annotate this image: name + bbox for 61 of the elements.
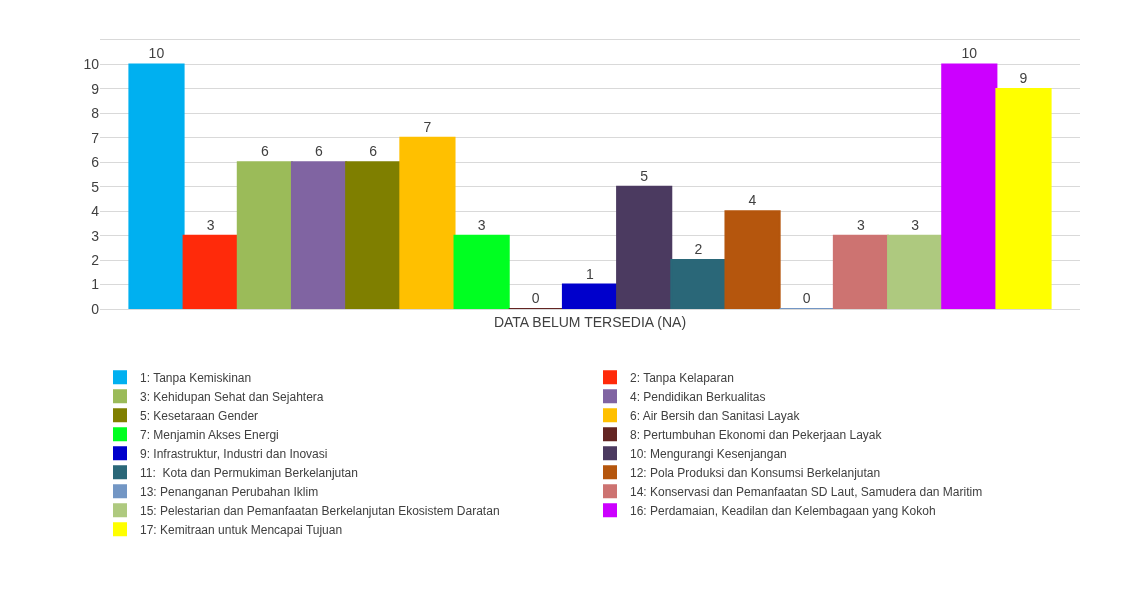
legend-label: 3: Kehidupan Sehat dan Sejahtera bbox=[140, 389, 324, 404]
bar bbox=[832, 234, 890, 309]
data-label: 3 bbox=[206, 216, 215, 233]
bar bbox=[128, 63, 185, 309]
bar bbox=[182, 234, 239, 309]
data-label: 4 bbox=[748, 192, 757, 209]
bar bbox=[616, 185, 673, 309]
data-label: 0 bbox=[802, 290, 811, 306]
legend-label: 2: Tanpa Kelaparan bbox=[630, 370, 734, 385]
data-label: 2 bbox=[694, 241, 703, 258]
data-label: 3 bbox=[856, 216, 865, 233]
data-label: 6 bbox=[260, 143, 269, 160]
legend-label: 8: Pertumbuhan Ekonomi dan Pekerjaan Layak bbox=[630, 427, 883, 442]
data-label: 6 bbox=[315, 143, 324, 160]
y-tick-label: 7 bbox=[91, 129, 100, 146]
data-label: 3 bbox=[477, 216, 486, 233]
y-tick-label: 10 bbox=[83, 56, 100, 73]
data-label: 5 bbox=[640, 167, 649, 184]
legend-label: 9: Infrastruktur, Industri dan Inovasi bbox=[140, 446, 328, 461]
data-label: 10 bbox=[148, 45, 165, 62]
legend-label: 10: Mengurangi Kesenjangan bbox=[630, 446, 787, 461]
bar bbox=[941, 63, 998, 309]
y-tick-label: 6 bbox=[91, 154, 100, 171]
data-label: 9 bbox=[1019, 69, 1028, 86]
y-tick-label: 3 bbox=[91, 227, 100, 244]
legend-label: 4: Pendidikan Berkualitas bbox=[630, 389, 766, 404]
bar bbox=[236, 161, 293, 309]
data-label: 10 bbox=[961, 45, 978, 62]
data-label: 1 bbox=[586, 265, 594, 282]
bar bbox=[887, 234, 944, 309]
legend-label: 11: Kota dan Permukiman Berkelanjutan bbox=[140, 465, 358, 480]
bar bbox=[345, 161, 402, 309]
bar bbox=[290, 161, 348, 309]
bar bbox=[453, 234, 510, 309]
bar bbox=[399, 136, 456, 309]
data-label: 6 bbox=[369, 143, 378, 160]
y-tick-label: 0 bbox=[91, 300, 100, 317]
data-label: 7 bbox=[423, 118, 432, 135]
legend-label: 17: Kemitraan untuk Mencapai Tujuan bbox=[140, 522, 343, 537]
y-tick-label: 8 bbox=[91, 105, 100, 122]
y-tick-label: 2 bbox=[91, 251, 100, 268]
legend-label: 5: Kesetaraan Gender bbox=[140, 408, 259, 423]
y-tick-label: 9 bbox=[91, 80, 100, 97]
bar bbox=[561, 283, 619, 309]
x-tick-label: DATA BELUM TERSEDIA (NA) bbox=[493, 313, 687, 330]
y-tick-label: 5 bbox=[91, 178, 100, 195]
y-tick-label: 1 bbox=[91, 276, 100, 293]
legend-label: 13: Penanganan Perubahan Iklim bbox=[140, 484, 319, 499]
data-label: 3 bbox=[911, 216, 920, 233]
legend-label: 16: Perdamaian, Keadilan dan Kelembagaan yang Kokoh bbox=[630, 503, 936, 518]
data-label: 0 bbox=[531, 290, 540, 306]
bar bbox=[995, 87, 1052, 309]
legend-label: 1: Tanpa Kemiskinan bbox=[140, 370, 252, 385]
legend-label: 12: Pola Produksi dan Konsumsi Berkelanjutan bbox=[630, 465, 881, 480]
legend-label: 6: Air Bersih dan Sanitasi Layak bbox=[630, 408, 801, 423]
bar bbox=[724, 210, 781, 309]
legend-label: 14: Konservasi dan Pemanfaatan SD Laut, Samudera dan Maritim bbox=[630, 484, 983, 499]
legend-label: 7: Menjamin Akses Energi bbox=[140, 427, 279, 442]
y-tick-label: 4 bbox=[91, 203, 100, 220]
legend-label: 15: Pelestarian dan Pemanfaatan Berkelanjutan Ekosistem Daratan bbox=[140, 503, 500, 518]
bar bbox=[670, 259, 727, 309]
